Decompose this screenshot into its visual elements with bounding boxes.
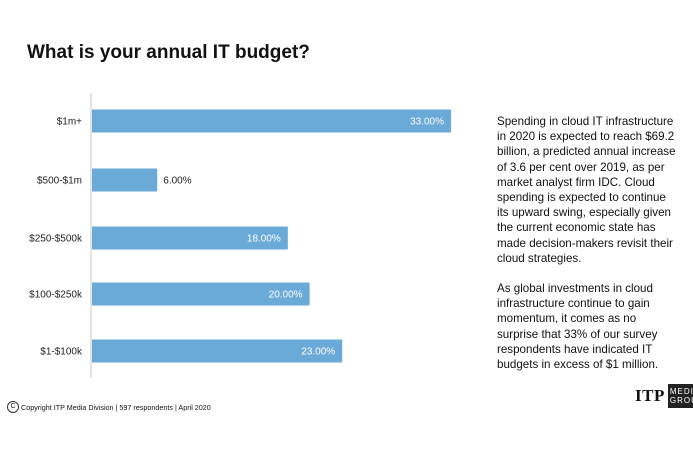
commentary: Spending in cloud IT infrastructure in 2… — [497, 114, 677, 387]
bar-3 — [92, 282, 310, 306]
data-label-3: 20.00% — [269, 290, 303, 301]
data-label-0: 33.00% — [410, 117, 444, 128]
category-label-0: $1m+ — [57, 117, 82, 128]
data-label-1: 6.00% — [163, 176, 191, 187]
logo-line-2: GROUP — [669, 396, 693, 405]
category-label-2: $250-$500k — [29, 234, 83, 245]
category-label-1: $500-$1m — [37, 176, 82, 187]
bar-4 — [92, 339, 343, 363]
footer: C Copyright ITP Media Division | 597 res… — [7, 401, 211, 413]
commentary-paragraph-1: Spending in cloud IT infrastructure in 2… — [497, 115, 676, 265]
bar-0 — [92, 109, 451, 133]
data-label-4: 23.00% — [301, 347, 335, 358]
logo-line-1: MEDIA — [669, 387, 693, 396]
bar-2 — [92, 226, 288, 250]
category-label-3: $100-$250k — [29, 290, 83, 301]
logo-main-text: ITP — [635, 386, 665, 405]
category-label-4: $1-$100k — [40, 347, 83, 358]
chart-title: What is your annual IT budget? — [27, 42, 310, 63]
footer-text: Copyright ITP Media Division | 597 respo… — [21, 402, 211, 412]
data-label-2: 18.00% — [247, 234, 281, 245]
logo-box: MEDIA GROUP — [667, 384, 693, 408]
bar-1 — [92, 168, 158, 192]
copyright-icon: C — [7, 401, 19, 413]
commentary-paragraph-2: As global investments in cloud infrastru… — [497, 282, 659, 372]
itp-logo: ITP MEDIA GROUP — [635, 384, 693, 408]
